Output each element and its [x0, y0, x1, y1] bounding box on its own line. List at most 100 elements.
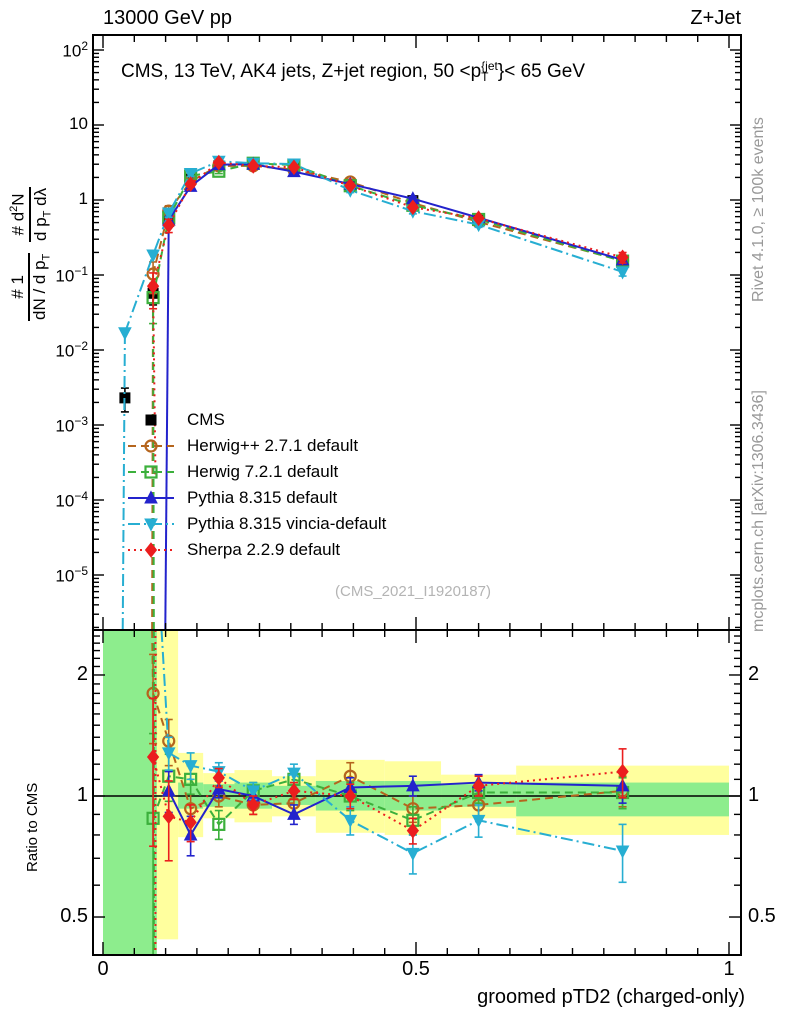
legend-marker-sherpa	[128, 542, 174, 558]
main-y-tick-label: 10−2	[55, 339, 88, 361]
y-label-f2-num-text: # d	[8, 211, 28, 236]
vincia-ratio-marker	[161, 747, 176, 761]
vincia-marker	[118, 327, 132, 341]
main-y-tick-label: 10	[69, 114, 88, 133]
sherpa-marker	[344, 177, 357, 194]
sherpa-ratio-marker	[287, 783, 301, 799]
y-label-f1-den-sub: T	[40, 253, 53, 261]
exponent: 2	[81, 39, 88, 53]
pythia-ratio-marker	[406, 778, 420, 792]
vincia-ratio-marker	[615, 845, 630, 859]
series-herwigpp-line	[152, 164, 623, 275]
sherpa-ratio-marker	[184, 814, 197, 831]
vincia-ratio-marker	[471, 814, 486, 828]
legend-item-cms: CMS	[128, 407, 386, 433]
main-series	[118, 154, 630, 630]
exponent: −5	[74, 564, 88, 578]
legend-marker-vincia	[128, 518, 174, 532]
vincia-ratio-marker	[343, 814, 358, 828]
uncertainty-band-green	[103, 630, 157, 955]
legend-marker-glyph	[144, 465, 158, 479]
exponent: −2	[74, 339, 88, 353]
x-tick-label: 0.5	[402, 958, 430, 980]
ratio-y-tick-label-right: 1	[748, 784, 760, 806]
herwig7-ratio-marker	[212, 817, 226, 831]
ratio-y-tick-label-left: 2	[76, 662, 88, 685]
legend-label: CMS	[187, 410, 225, 429]
x-axis-title: groomed pTD2 (charged-only)	[477, 986, 745, 1008]
sherpa-ratio-marker	[212, 769, 225, 786]
legend-marker-herwigpp	[128, 439, 174, 453]
process-title: Z+Jet	[690, 7, 741, 29]
legend-item-herwig7: Herwig 7.2.1 default	[128, 459, 386, 485]
exponent: −3	[74, 414, 88, 428]
ratio-panel-frame	[92, 629, 742, 956]
pythia-ratio-marker	[211, 781, 226, 795]
sherpa-ratio-marker	[146, 749, 160, 765]
series-herwig7-line	[152, 162, 623, 298]
vincia-ratio-marker	[287, 767, 301, 781]
ratio-y-tick-label-left: 0.5	[60, 905, 88, 927]
y-label-f2-den-text: d p	[30, 217, 50, 241]
vincia-ratio-marker	[246, 785, 261, 799]
main-y-tick-label: 10−4	[55, 489, 88, 511]
beam-energy-title: 13000 GeV pp	[103, 7, 232, 29]
legend-item-pythia: Pythia 8.315 default	[128, 485, 386, 511]
series-sherpa-line	[152, 161, 623, 287]
sherpa-marker	[184, 176, 197, 192]
mcplots-reference-note: mcplots.cern.ch [arXiv:1306.3436]	[750, 390, 767, 632]
legend-label: Sherpa 2.2.9 default	[187, 540, 341, 559]
legend-marker-glyph	[144, 490, 158, 504]
annotation-suffix: }< 65 GeV	[497, 61, 586, 82]
analysis-annotation: CMS, 13 TeV, AK4 jets, Z+jet region, 50 …	[121, 59, 586, 84]
analysis-id-watermark: (CMS_2021_I1920187)	[335, 583, 491, 600]
series-vincia-ratio-offscale-line	[160, 630, 170, 753]
legend-marker-glyph	[144, 518, 158, 532]
legend-marker-glyph	[144, 439, 158, 453]
series-pythia-line	[167, 163, 623, 261]
series-pythia-offscale-line	[164, 220, 170, 630]
pt-jet-subscript: T	[481, 70, 489, 84]
sherpa-marker	[616, 249, 629, 266]
exponent: −4	[74, 489, 88, 503]
sherpa-marker	[472, 210, 485, 227]
y-label-f1-denominator: dN / d pT	[28, 252, 53, 321]
series-sherpa-ratio-line	[152, 756, 623, 832]
x-tick-label: 0	[97, 958, 109, 980]
sherpa-marker	[146, 278, 160, 294]
ratio-series	[146, 630, 630, 955]
sherpa-marker	[212, 154, 225, 171]
vincia-marker	[146, 249, 160, 263]
sherpa-ratio-marker	[247, 797, 260, 813]
main-y-tick-label: 102	[62, 39, 88, 61]
sherpa-ratio-marker	[472, 778, 485, 794]
legend: CMS Herwig++ 2.7.1 default Herwig 7.2.1 de…	[128, 407, 386, 563]
series-herwigpp-offscale-line	[151, 274, 155, 630]
series-vincia-line	[123, 160, 623, 334]
main-y-tick-label: 10−1	[55, 264, 88, 286]
legend-label: Pythia 8.315 vincia-default	[187, 514, 387, 533]
vincia-ratio-marker	[183, 760, 198, 774]
legend-marker-pythia	[128, 490, 174, 504]
annotation-prefix: CMS, 13 TeV, AK4 jets, Z+jet region, 50 …	[121, 61, 482, 82]
series-vincia-offscale-line	[121, 332, 126, 630]
uncertainty-band-yellow	[156, 630, 179, 940]
vincia-marker	[183, 167, 198, 182]
sherpa-marker	[406, 199, 420, 216]
ratio-y-tick-label-right: 2	[748, 662, 760, 685]
legend-label: Pythia 8.315 default	[187, 488, 338, 507]
axis-ticks	[93, 35, 741, 955]
exponent: −1	[74, 264, 88, 278]
pt-jet-superscript: {jet	[481, 59, 498, 73]
sherpa-marker	[247, 158, 260, 174]
legend-label: Herwig++ 2.7.1 default	[187, 436, 359, 455]
sherpa-marker	[162, 217, 175, 234]
pythia-ratio-marker	[287, 806, 301, 820]
vincia-marker	[161, 207, 176, 221]
main-y-tick-label: 10−3	[55, 414, 88, 436]
legend-item-sherpa: Sherpa 2.2.9 default	[128, 537, 386, 563]
legend-item-vincia: Pythia 8.315 vincia-default	[128, 511, 386, 537]
ratio-uncertainty-bands	[103, 630, 729, 955]
